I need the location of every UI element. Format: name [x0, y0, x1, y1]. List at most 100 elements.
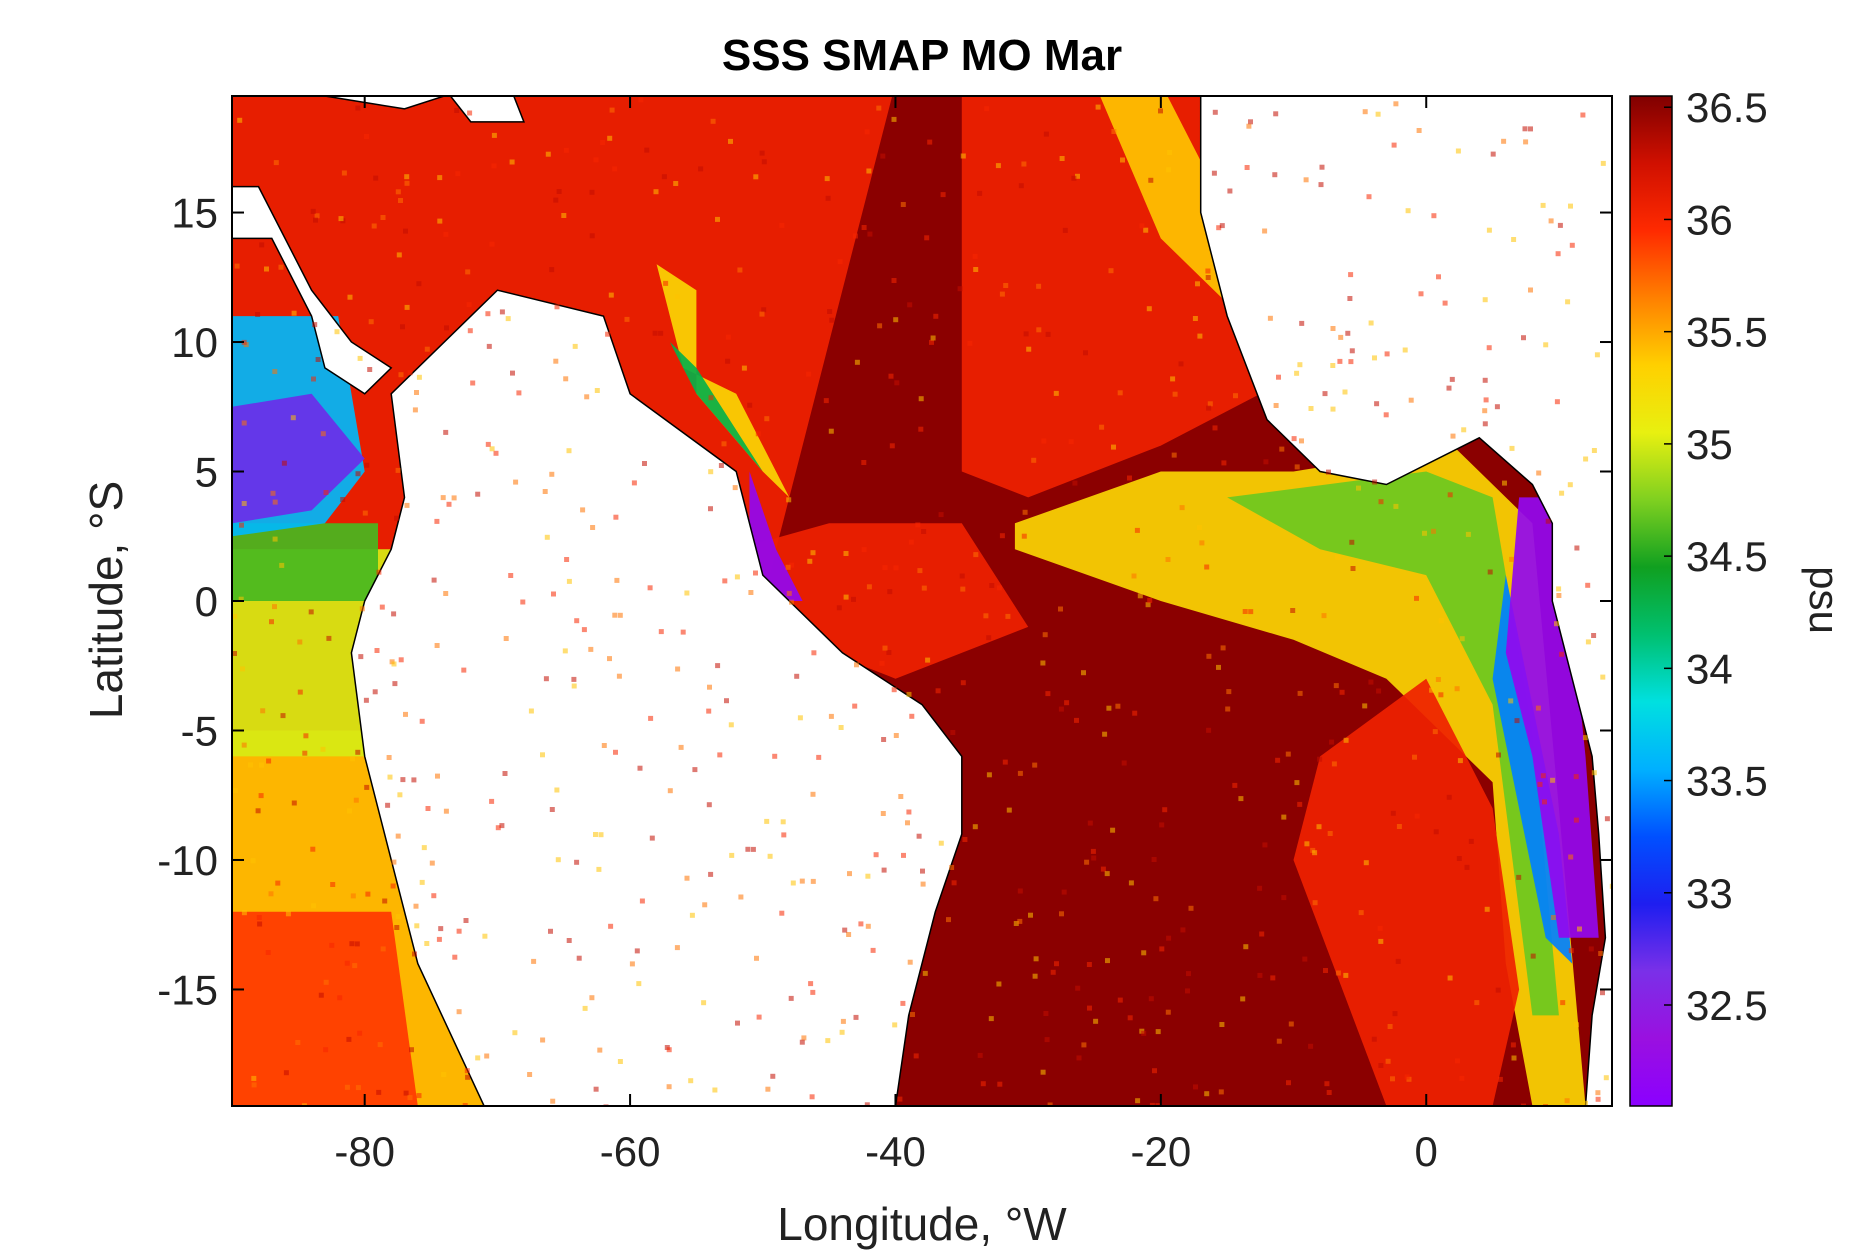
speckle-pixel: [780, 819, 786, 825]
speckle-pixel: [908, 539, 914, 545]
y-axis-label: Latitude, °S: [80, 481, 132, 719]
speckle-pixel: [799, 1039, 805, 1045]
speckle-pixel: [542, 489, 548, 494]
speckle-pixel: [1188, 905, 1194, 911]
speckle-pixel: [434, 643, 440, 648]
speckle-pixel: [475, 491, 481, 497]
speckle-pixel: [1047, 1102, 1053, 1106]
speckle-pixel: [913, 1053, 919, 1059]
speckle-pixel: [901, 852, 906, 858]
speckle-pixel: [873, 852, 879, 858]
speckle-pixel: [1141, 1030, 1147, 1036]
speckle-pixel: [1075, 985, 1081, 991]
speckle-pixel: [996, 585, 1002, 591]
speckle-pixel: [1291, 436, 1297, 442]
speckle-pixel: [362, 510, 368, 516]
speckle-pixel: [509, 159, 515, 165]
salinity-zone: [1227, 471, 1559, 1016]
speckle-pixel: [1316, 824, 1322, 830]
speckle-pixel: [1195, 281, 1200, 287]
speckle-pixel: [1568, 948, 1574, 954]
speckle-pixel: [1132, 710, 1138, 716]
speckle-pixel: [437, 175, 443, 181]
speckle-pixel: [443, 591, 449, 596]
speckle-pixel: [1585, 582, 1591, 588]
speckle-pixel: [291, 310, 297, 316]
speckle-pixel: [1395, 958, 1401, 964]
speckle-pixel: [925, 657, 931, 663]
x-axis-ticks: -80 -60 -40 -20 0: [334, 96, 1438, 1175]
speckle-pixel: [234, 263, 240, 269]
speckle-pixel: [754, 955, 759, 961]
speckle-pixel: [692, 767, 698, 773]
speckle-pixel: [1342, 389, 1348, 395]
speckle-pixel: [338, 216, 344, 222]
speckle-pixel: [475, 1055, 481, 1061]
speckle-pixel: [960, 586, 966, 592]
speckle-pixel: [409, 1047, 414, 1053]
speckle-pixel: [411, 777, 417, 783]
speckle-pixel: [404, 174, 410, 180]
speckle-pixel: [1179, 505, 1185, 511]
speckle-pixel: [1362, 703, 1368, 709]
speckle-pixel: [1147, 597, 1153, 603]
speckle-pixel: [1404, 1074, 1410, 1080]
speckle-pixel: [891, 687, 897, 693]
speckle-pixel: [1166, 935, 1172, 941]
speckle-pixel: [594, 388, 600, 393]
speckle-pixel: [865, 923, 871, 929]
speckle-pixel: [314, 213, 320, 219]
speckle-pixel: [584, 394, 590, 400]
speckle-pixel: [424, 346, 430, 352]
land-polygon: [323, 96, 447, 110]
speckle-pixel: [574, 618, 580, 624]
salinity-zone: [1293, 678, 1520, 1106]
speckle-pixel: [1178, 361, 1184, 367]
speckle-pixel: [984, 106, 990, 112]
speckle-pixel: [382, 898, 388, 904]
speckle-pixel: [412, 407, 418, 413]
speckle-pixel: [1262, 228, 1268, 234]
speckle-pixel: [1299, 438, 1304, 444]
speckle-pixel: [290, 415, 296, 421]
speckle-pixel: [395, 833, 401, 839]
speckle-pixel: [323, 490, 329, 495]
speckle-pixel: [1248, 609, 1254, 615]
speckle-pixel: [1134, 527, 1140, 533]
speckle-pixel: [827, 309, 833, 314]
speckle-pixel: [837, 259, 843, 265]
speckle-pixel: [1414, 813, 1420, 819]
speckle-pixel: [334, 329, 340, 335]
speckle-pixel: [1225, 706, 1231, 712]
speckle-pixel: [550, 1098, 556, 1104]
speckle-pixel: [906, 809, 912, 815]
speckle-pixel: [1392, 1011, 1398, 1017]
speckle-pixel: [1285, 751, 1291, 757]
speckle-pixel: [1206, 405, 1212, 411]
speckle-pixel: [1335, 970, 1341, 976]
speckle-pixel: [764, 416, 770, 422]
y-tick-label: -5: [181, 707, 218, 754]
speckle-pixel: [1568, 854, 1574, 860]
speckle-pixel: [269, 619, 274, 625]
speckle-pixel: [801, 1035, 807, 1041]
speckle-pixel: [1146, 306, 1152, 312]
speckle-pixel: [403, 228, 408, 234]
speckle-pixel: [1257, 885, 1263, 891]
speckle-pixel: [888, 373, 894, 379]
speckle-pixel: [1433, 829, 1439, 835]
speckle-pixel: [810, 878, 816, 884]
speckle-pixel: [658, 330, 664, 336]
speckle-pixel: [1022, 509, 1028, 515]
speckle-pixel: [1591, 633, 1597, 638]
speckle-pixel: [1299, 320, 1305, 326]
speckle-pixel: [272, 369, 278, 374]
speckle-pixel: [761, 307, 767, 313]
x-tick-label: -80: [334, 1128, 395, 1175]
speckle-pixel: [1135, 1098, 1141, 1104]
colorbar-tick-label: 35.5: [1686, 309, 1768, 356]
speckle-pixel: [1574, 1022, 1579, 1028]
speckle-pixel: [355, 749, 361, 755]
speckle-pixel: [973, 552, 979, 558]
speckle-pixel: [870, 947, 876, 953]
